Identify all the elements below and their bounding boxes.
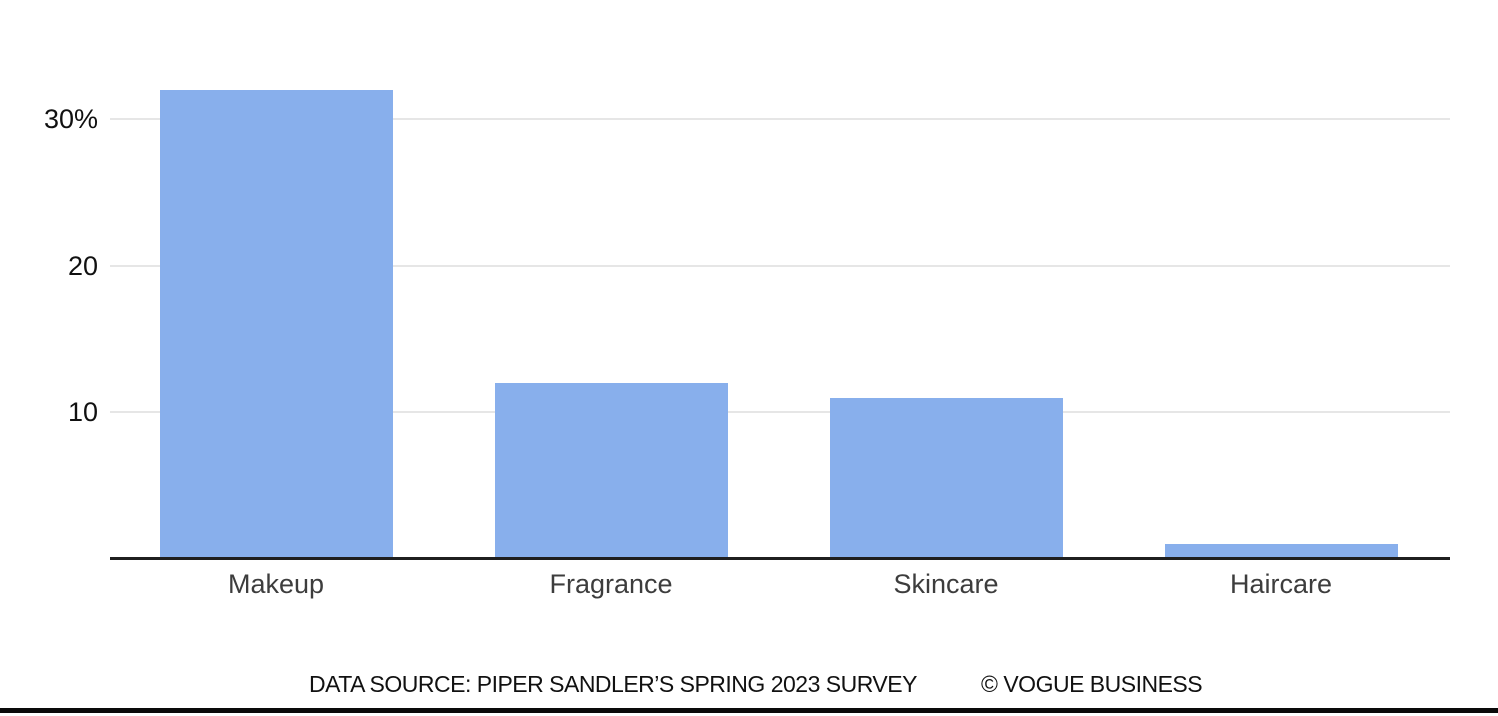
y-axis-tick-label: 10	[67, 397, 98, 428]
x-axis-line	[110, 557, 1450, 560]
gridline-20	[110, 264, 1450, 267]
gridline-30	[110, 118, 1450, 120]
category-label-makeup: Makeup	[227, 569, 325, 599]
data-source-caption: DATA SOURCE: PIPER SANDLER’S SPRING 2023…	[309, 671, 917, 697]
category-label-haircare: Haircare	[1229, 569, 1333, 599]
bottom-rule	[0, 708, 1498, 713]
bar-haircare	[1165, 544, 1398, 559]
category-label-fragrance: Fragrance	[549, 569, 673, 599]
bar-skincare	[830, 398, 1063, 559]
y-axis-tick-label: 30%	[43, 104, 98, 134]
gridline-10	[110, 411, 1450, 414]
vogue-business-credit: © VOGUE BUSINESS	[981, 671, 1203, 697]
y-axis-tick-label: 20	[67, 250, 98, 281]
bar-makeup	[160, 90, 393, 559]
bar-fragrance	[495, 383, 728, 559]
category-label-skincare: Skincare	[893, 569, 999, 599]
